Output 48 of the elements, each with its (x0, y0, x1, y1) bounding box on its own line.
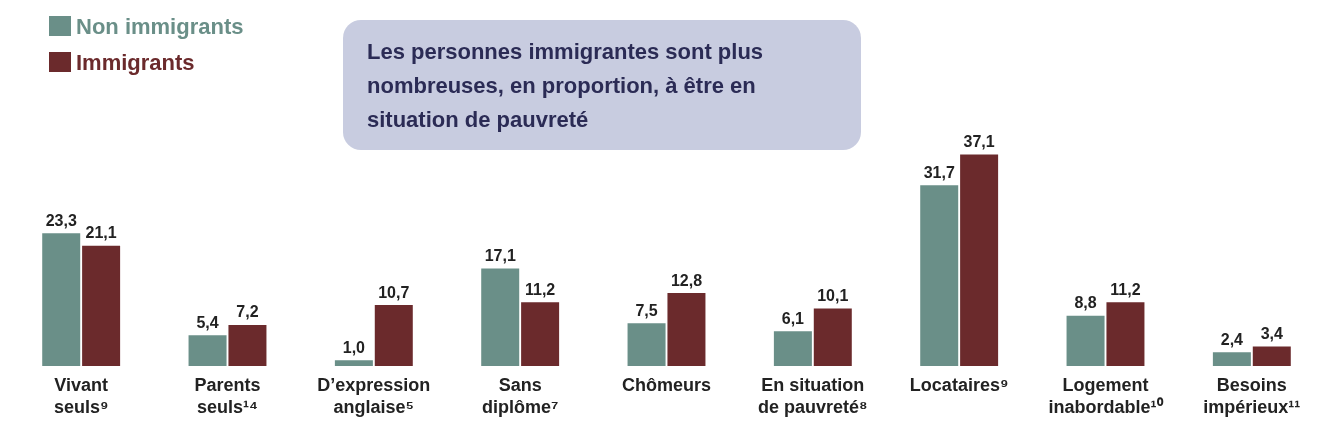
data-label: 37,1 (963, 133, 995, 151)
x-tick-label: Sans diplôme⁷ (481, 375, 559, 417)
bar (773, 331, 812, 366)
bar (42, 233, 81, 366)
legend-label: Immigrants (76, 49, 195, 75)
data-label: 23,3 (45, 211, 77, 229)
bar (82, 245, 121, 366)
data-label: 17,1 (484, 247, 516, 265)
data-label: 3,4 (1260, 325, 1283, 343)
bar (228, 324, 267, 366)
x-tick-label: Besoins impérieux¹¹ (1203, 375, 1301, 417)
bar (481, 268, 520, 366)
bar (1106, 302, 1145, 366)
data-label: 8,8 (1074, 294, 1097, 312)
x-tick-label: En situation de pauvreté⁸ (758, 375, 868, 417)
data-label: 21,1 (85, 224, 117, 242)
bar (813, 308, 852, 366)
bar (1212, 352, 1251, 366)
data-label: 5,4 (196, 313, 219, 331)
x-tick-label: D’expression anglaise⁵ (317, 375, 431, 417)
x-tick-label: Chômeurs (621, 375, 712, 395)
data-label: 31,7 (923, 163, 955, 181)
data-label: 7,2 (236, 303, 259, 321)
bar (667, 293, 706, 366)
data-label: 6,1 (781, 309, 805, 327)
x-tick-label: Vivant seuls⁹ (53, 375, 109, 417)
bar (960, 154, 999, 366)
data-label: 2,4 (1220, 330, 1244, 348)
bar (1066, 315, 1105, 366)
chart-title: Les personnes immigrantes sont plus nombreuses, en proportion, à être en situation de pauvreté (367, 38, 770, 132)
bar (521, 302, 560, 366)
bar (374, 305, 413, 366)
data-label: 11,2 (524, 280, 556, 298)
data-label: 10,1 (817, 286, 849, 304)
x-tick-label: Locataires⁹ (909, 375, 1009, 395)
data-label: 7,5 (635, 301, 658, 319)
bar (1252, 346, 1291, 366)
data-label: 11,2 (1110, 280, 1141, 298)
bar (334, 360, 373, 366)
data-label: 1,0 (342, 338, 366, 356)
data-label: 12,8 (670, 271, 703, 289)
bar (188, 335, 227, 366)
x-tick-label: Parents seuls¹⁴ (194, 375, 261, 417)
bar (627, 323, 666, 366)
bar (920, 185, 959, 366)
legend-label: Non immigrants (76, 13, 244, 39)
data-label: 10,7 (378, 283, 410, 301)
x-tick-label: Logement inabordable¹⁰ (1048, 375, 1164, 417)
